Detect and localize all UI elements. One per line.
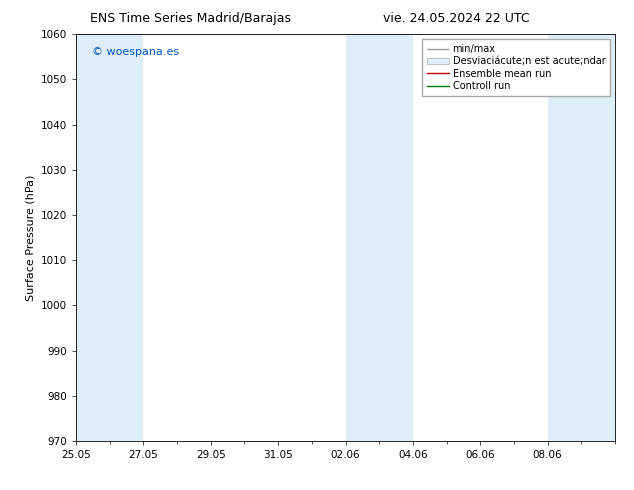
Bar (76, 34, 143, 441)
Y-axis label: Surface Pressure (hPa): Surface Pressure (hPa) (25, 174, 36, 301)
Legend: min/max, Desviaciácute;n est acute;ndar, Ensemble mean run, Controll run: min/max, Desviaciácute;n est acute;ndar,… (422, 39, 610, 96)
Bar (346, 34, 413, 441)
Text: © woespana.es: © woespana.es (93, 47, 179, 56)
Text: ENS Time Series Madrid/Barajas: ENS Time Series Madrid/Barajas (89, 12, 291, 25)
Bar (548, 34, 615, 441)
Text: vie. 24.05.2024 22 UTC: vie. 24.05.2024 22 UTC (383, 12, 530, 25)
